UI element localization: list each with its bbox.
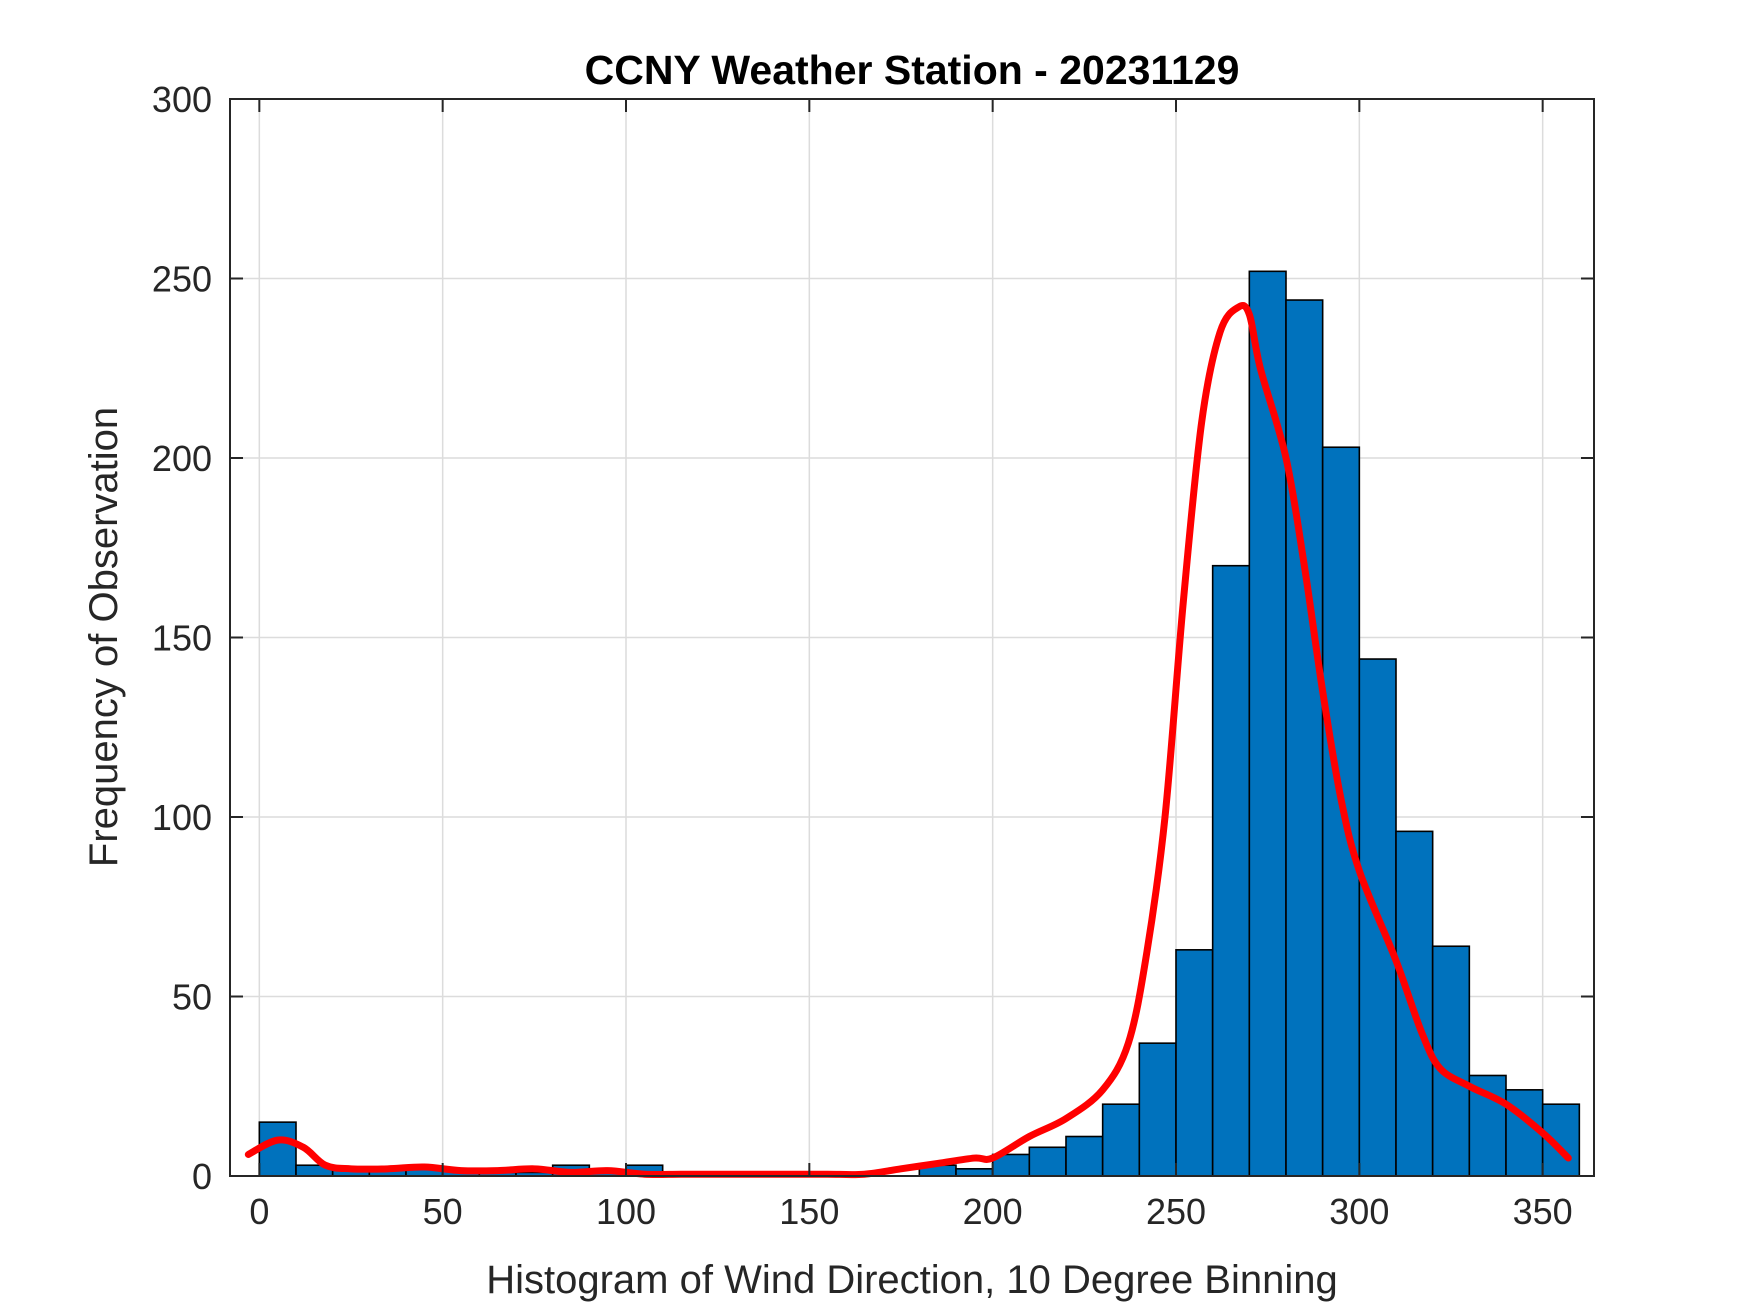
y-tick-labels: 0 50 100 150 200 250 300: [152, 79, 212, 1197]
histogram-bar: [1065, 1135, 1104, 1177]
histogram-bar: [955, 1168, 994, 1177]
y-tick-label: 100: [152, 797, 212, 838]
histogram-bar: [1028, 1146, 1067, 1177]
x-tick-label: 150: [779, 1191, 839, 1232]
x-tick-label: 50: [423, 1191, 463, 1232]
axis-ticks: [230, 98, 1594, 1177]
x-tick-label: 0: [249, 1191, 269, 1232]
histogram-bar: [1211, 564, 1251, 1177]
histogram-bar: [1285, 299, 1324, 1177]
histogram-bar: [1138, 1042, 1177, 1177]
y-tick-label: 200: [152, 438, 212, 479]
chart-title: CCNY Weather Station - 20231129: [585, 47, 1240, 93]
histogram-bar: [1101, 1103, 1141, 1177]
x-tick-label: 300: [1329, 1191, 1389, 1232]
histogram-bar: [1248, 270, 1287, 1177]
x-tick-labels: 0 50 100 150 200 250 300 350: [249, 1191, 1572, 1232]
x-tick-label: 100: [596, 1191, 656, 1232]
y-tick-label: 300: [152, 79, 212, 120]
y-tick-label: 150: [152, 618, 212, 659]
y-tick-label: 0: [192, 1156, 212, 1197]
histogram-bar: [258, 1121, 297, 1177]
y-axis-label: Frequency of Observation: [82, 407, 126, 867]
y-tick-label: 50: [172, 977, 212, 1018]
fit-curve-layer: [244, 302, 1572, 1179]
y-tick-label: 250: [152, 259, 212, 300]
x-tick-label: 200: [963, 1191, 1023, 1232]
histogram-bars: [258, 270, 1581, 1177]
x-axis-label: Histogram of Wind Direction, 10 Degree B…: [486, 1258, 1338, 1302]
grid-lines: [230, 98, 1594, 1177]
histogram-bar: [1505, 1089, 1544, 1177]
x-tick-label: 350: [1513, 1191, 1573, 1232]
x-tick-label: 250: [1146, 1191, 1206, 1232]
histogram-bar: [1175, 949, 1214, 1177]
fit-curve: [244, 302, 1572, 1179]
